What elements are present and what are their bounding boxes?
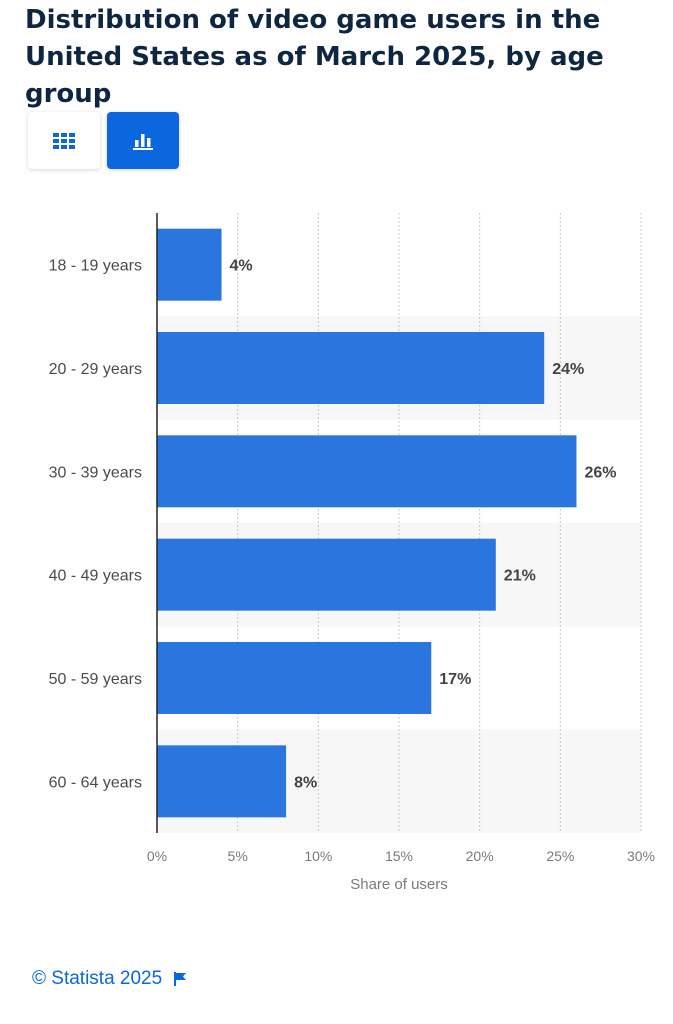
x-tick-label: 5%: [228, 848, 248, 864]
copyright-text: © Statista 2025: [32, 968, 163, 989]
table-view-button[interactable]: [28, 112, 100, 169]
bar: [157, 228, 222, 301]
bar-chart: 18 - 19 years 4% 20 - 29 years 24% 30 - 39 y…: [49, 213, 655, 893]
x-tick-label: 10%: [304, 848, 332, 864]
bar: [157, 642, 432, 714]
bar: [157, 538, 496, 611]
x-tick-label: 25%: [546, 848, 574, 864]
data-label: 4%: [230, 258, 253, 275]
data-label: 8%: [294, 774, 317, 791]
category-label: 18 - 19 years: [49, 258, 142, 275]
bar: [157, 435, 577, 508]
bar-chart-icon: [133, 133, 153, 150]
footer[interactable]: © Statista 2025: [32, 968, 187, 990]
chart-title: Distribution of video game users in the …: [25, 5, 604, 109]
chart-view-button[interactable]: [107, 112, 179, 169]
flag-icon[interactable]: [174, 972, 187, 986]
data-label: 26%: [584, 464, 616, 481]
x-tick-label: 15%: [385, 848, 413, 864]
bar: [157, 332, 545, 404]
category-label: 30 - 39 years: [49, 464, 142, 481]
x-tick-label: 0%: [147, 848, 167, 864]
category-label: 20 - 29 years: [49, 361, 142, 378]
data-label: 21%: [504, 568, 536, 585]
x-tick-label: 20%: [466, 848, 494, 864]
data-label: 17%: [439, 671, 471, 688]
category-label: 40 - 49 years: [49, 568, 142, 585]
x-tick-label: 30%: [627, 848, 655, 864]
grid-icon: [53, 132, 75, 149]
category-label: 50 - 59 years: [49, 671, 142, 688]
data-label: 24%: [552, 361, 584, 378]
bar: [157, 745, 287, 818]
x-axis-title: Share of users: [350, 876, 448, 893]
category-label: 60 - 64 years: [49, 774, 142, 791]
